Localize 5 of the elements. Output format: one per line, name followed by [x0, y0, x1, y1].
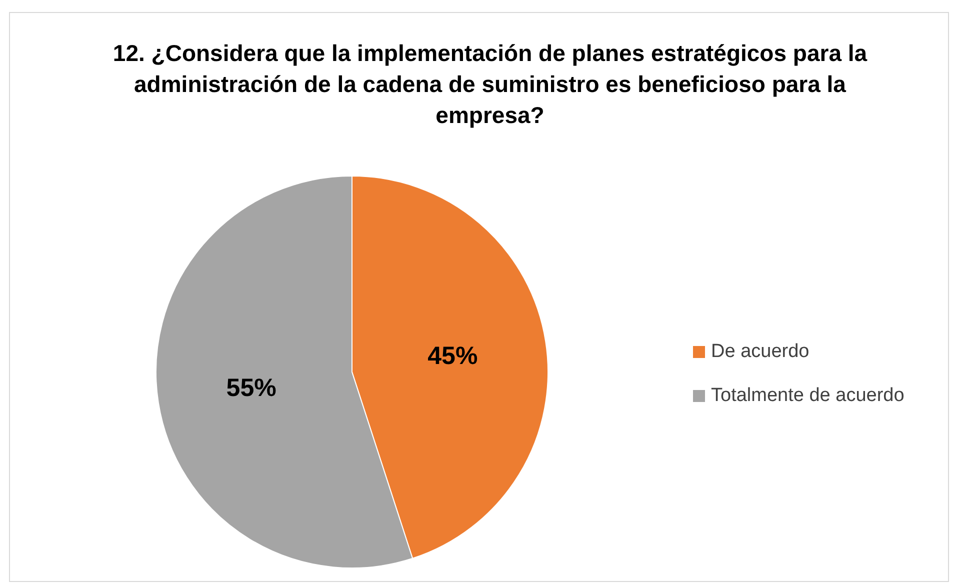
data-label: 45%: [428, 342, 478, 370]
chart-title: 12. ¿Considera que la implementación de planes estratégicos para la administración de la cadena de suministro es beneficioso para la empresa?: [112, 39, 868, 130]
legend-label: Totalmente de acuerdo: [711, 385, 904, 407]
data-label: 55%: [226, 374, 276, 402]
legend-label: De acuerdo: [711, 341, 810, 363]
